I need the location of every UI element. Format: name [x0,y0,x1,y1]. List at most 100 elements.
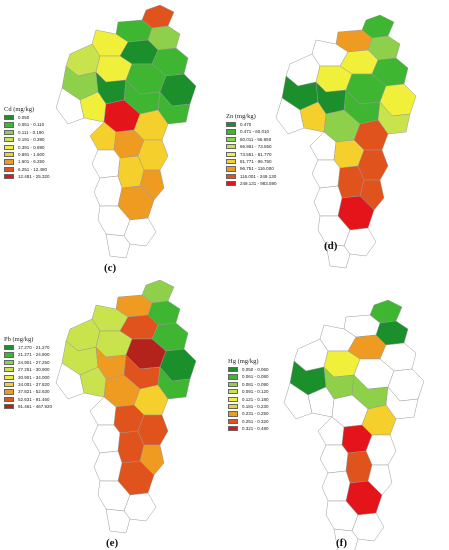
map-region [333,528,359,550]
legend-swatch [4,137,14,143]
legend-range-label: 0.051 - 0.110 [18,122,45,128]
legend-row: 0.091 - 0.120 [228,388,269,395]
legend-range-label: 37.821 - 52.630 [18,389,50,395]
legend-range-label: 0.050 - 0.060 [242,367,269,372]
legend-range-label: 60.011 - 66.950 [240,136,272,142]
legend-swatch [228,367,238,373]
map-c [55,4,197,259]
legend-range-label: 17.270 - 21.270 [18,345,50,350]
legend-row: 91.461 - 467.920 [4,403,52,410]
legend-range-label: 0.050 [18,115,30,120]
legend-row: 116.001 - 249.130 [226,173,277,180]
legend-range-label: 24.901 - 27.250 [18,359,50,365]
legend-row: 0.111 - 0.190 [4,129,50,136]
map-region [55,362,85,400]
legend-range-label: 34.001 - 37.820 [18,381,50,387]
legend-range-label: 0.081 - 0.090 [242,381,269,387]
legend-row: 96.751 - 116.000 [226,165,277,172]
legend-row: 0.251 - 0.320 [228,418,269,425]
legend-swatch [226,181,236,187]
map-region [117,155,145,189]
legend-range-label: 0.891 - 1.600 [18,151,45,157]
panel-label-f: (f) [336,537,347,549]
legend-swatch [226,166,236,172]
map-region [321,470,351,502]
map-region [337,165,365,199]
legend-range-label: 116.001 - 249.130 [240,173,277,179]
legend-swatch [4,352,14,358]
legend-swatch [228,381,238,388]
map-region [139,444,165,476]
legend-range-label: 66.951 - 73.550 [240,144,272,150]
legend-range-label: 73.551 - 81.770 [240,151,272,157]
legend-swatch [4,367,14,373]
legend-row: 52.631 - 91.460 [4,396,52,403]
map-region [365,434,397,466]
legend-row: 30.901 - 34.000 [4,374,52,381]
legend-row: 249.131 - 983.590 [226,180,277,187]
legend-row: 37.821 - 52.630 [4,388,52,395]
map-region [311,159,341,189]
legend-row: 81.771 - 96.750 [226,158,277,165]
legend-swatch [228,389,238,395]
legend-swatch [4,166,14,173]
legend-swatch [226,151,236,157]
legend-row: 17.270 - 21.270 [4,344,52,351]
legend-range-label: 0.191 - 0.390 [18,137,45,143]
map-region [325,243,351,269]
map-d [275,14,417,269]
legend-row: 24.901 - 27.250 [4,359,52,366]
map-region [367,464,393,496]
legend-row: 34.001 - 37.820 [4,381,52,388]
legend-range-label: 0.111 - 0.190 [18,129,44,135]
map-region [137,414,169,446]
map-region [139,169,165,201]
legend-range-label: 0.391 - 0.890 [18,144,45,150]
legend-range-label: 0.181 - 0.230 [242,403,269,409]
legend-swatch [226,129,236,135]
legend-swatch [4,144,14,150]
legend-range-label: 12.481 - 25.320 [18,174,50,180]
legend-row: 0.051 - 0.110 [4,121,50,128]
legend-row: 0.321 - 0.480 [228,425,269,432]
panel-label-d: (d) [324,240,338,252]
legend-title: Pb (mg/kg) [4,336,34,343]
legend-c: Cd (mg/kg) 0.050 0.051 - 0.110 0.111 - 0.1… [4,105,50,181]
legend-row: 66.951 - 73.550 [226,143,277,150]
map-f [283,299,425,550]
legend-swatch [226,122,236,128]
legend-range-label: 21.271 - 24.900 [18,352,50,358]
legend-row: 0.471 - 60.010 [226,128,277,135]
legend-row: 0.391 - 0.890 [4,144,50,151]
legend-swatch [228,404,238,410]
map-region [313,185,343,217]
legend-range-label: 81.771 - 96.750 [240,158,272,164]
legend-range-label: 249.131 - 983.590 [240,181,277,187]
map-region [93,450,123,482]
map-region [357,149,389,181]
map-region [283,382,313,420]
legend-row: 0.061 - 0.080 [228,373,269,380]
legend-range-label: 0.121 - 0.180 [242,396,269,402]
legend-swatch [4,122,14,128]
legend-row: 21.271 - 24.900 [4,351,52,358]
map-region [117,430,145,464]
map-region [137,139,169,171]
legend-range-label: 0.061 - 0.080 [242,374,269,380]
legend-swatch [228,374,238,380]
legend-range-label: 30.901 - 34.000 [18,374,50,380]
legend-range-label: 6.251 - 12.480 [18,166,48,172]
legend-swatch [226,159,236,165]
legend-f: Hg (mg/kg) 0.050 - 0.060 0.061 - 0.080 0.0… [228,357,269,433]
legend-range-label: 27.251 - 30.900 [18,367,50,373]
panel-label-c: (c) [104,262,117,274]
legend-range-label: 52.631 - 91.460 [18,396,50,402]
legend-e: Pb (mg/kg) 17.270 - 21.270 21.271 - 24.90… [4,335,52,411]
map-region [319,444,349,474]
legend-swatch [4,345,14,351]
legend-swatch [228,411,238,417]
panel-e: Pb (mg/kg) 17.270 - 21.270 21.271 - 24.90… [0,275,224,550]
legend-swatch [226,144,236,150]
map-region [55,87,85,125]
legend-row: 0.191 - 0.390 [4,136,50,143]
